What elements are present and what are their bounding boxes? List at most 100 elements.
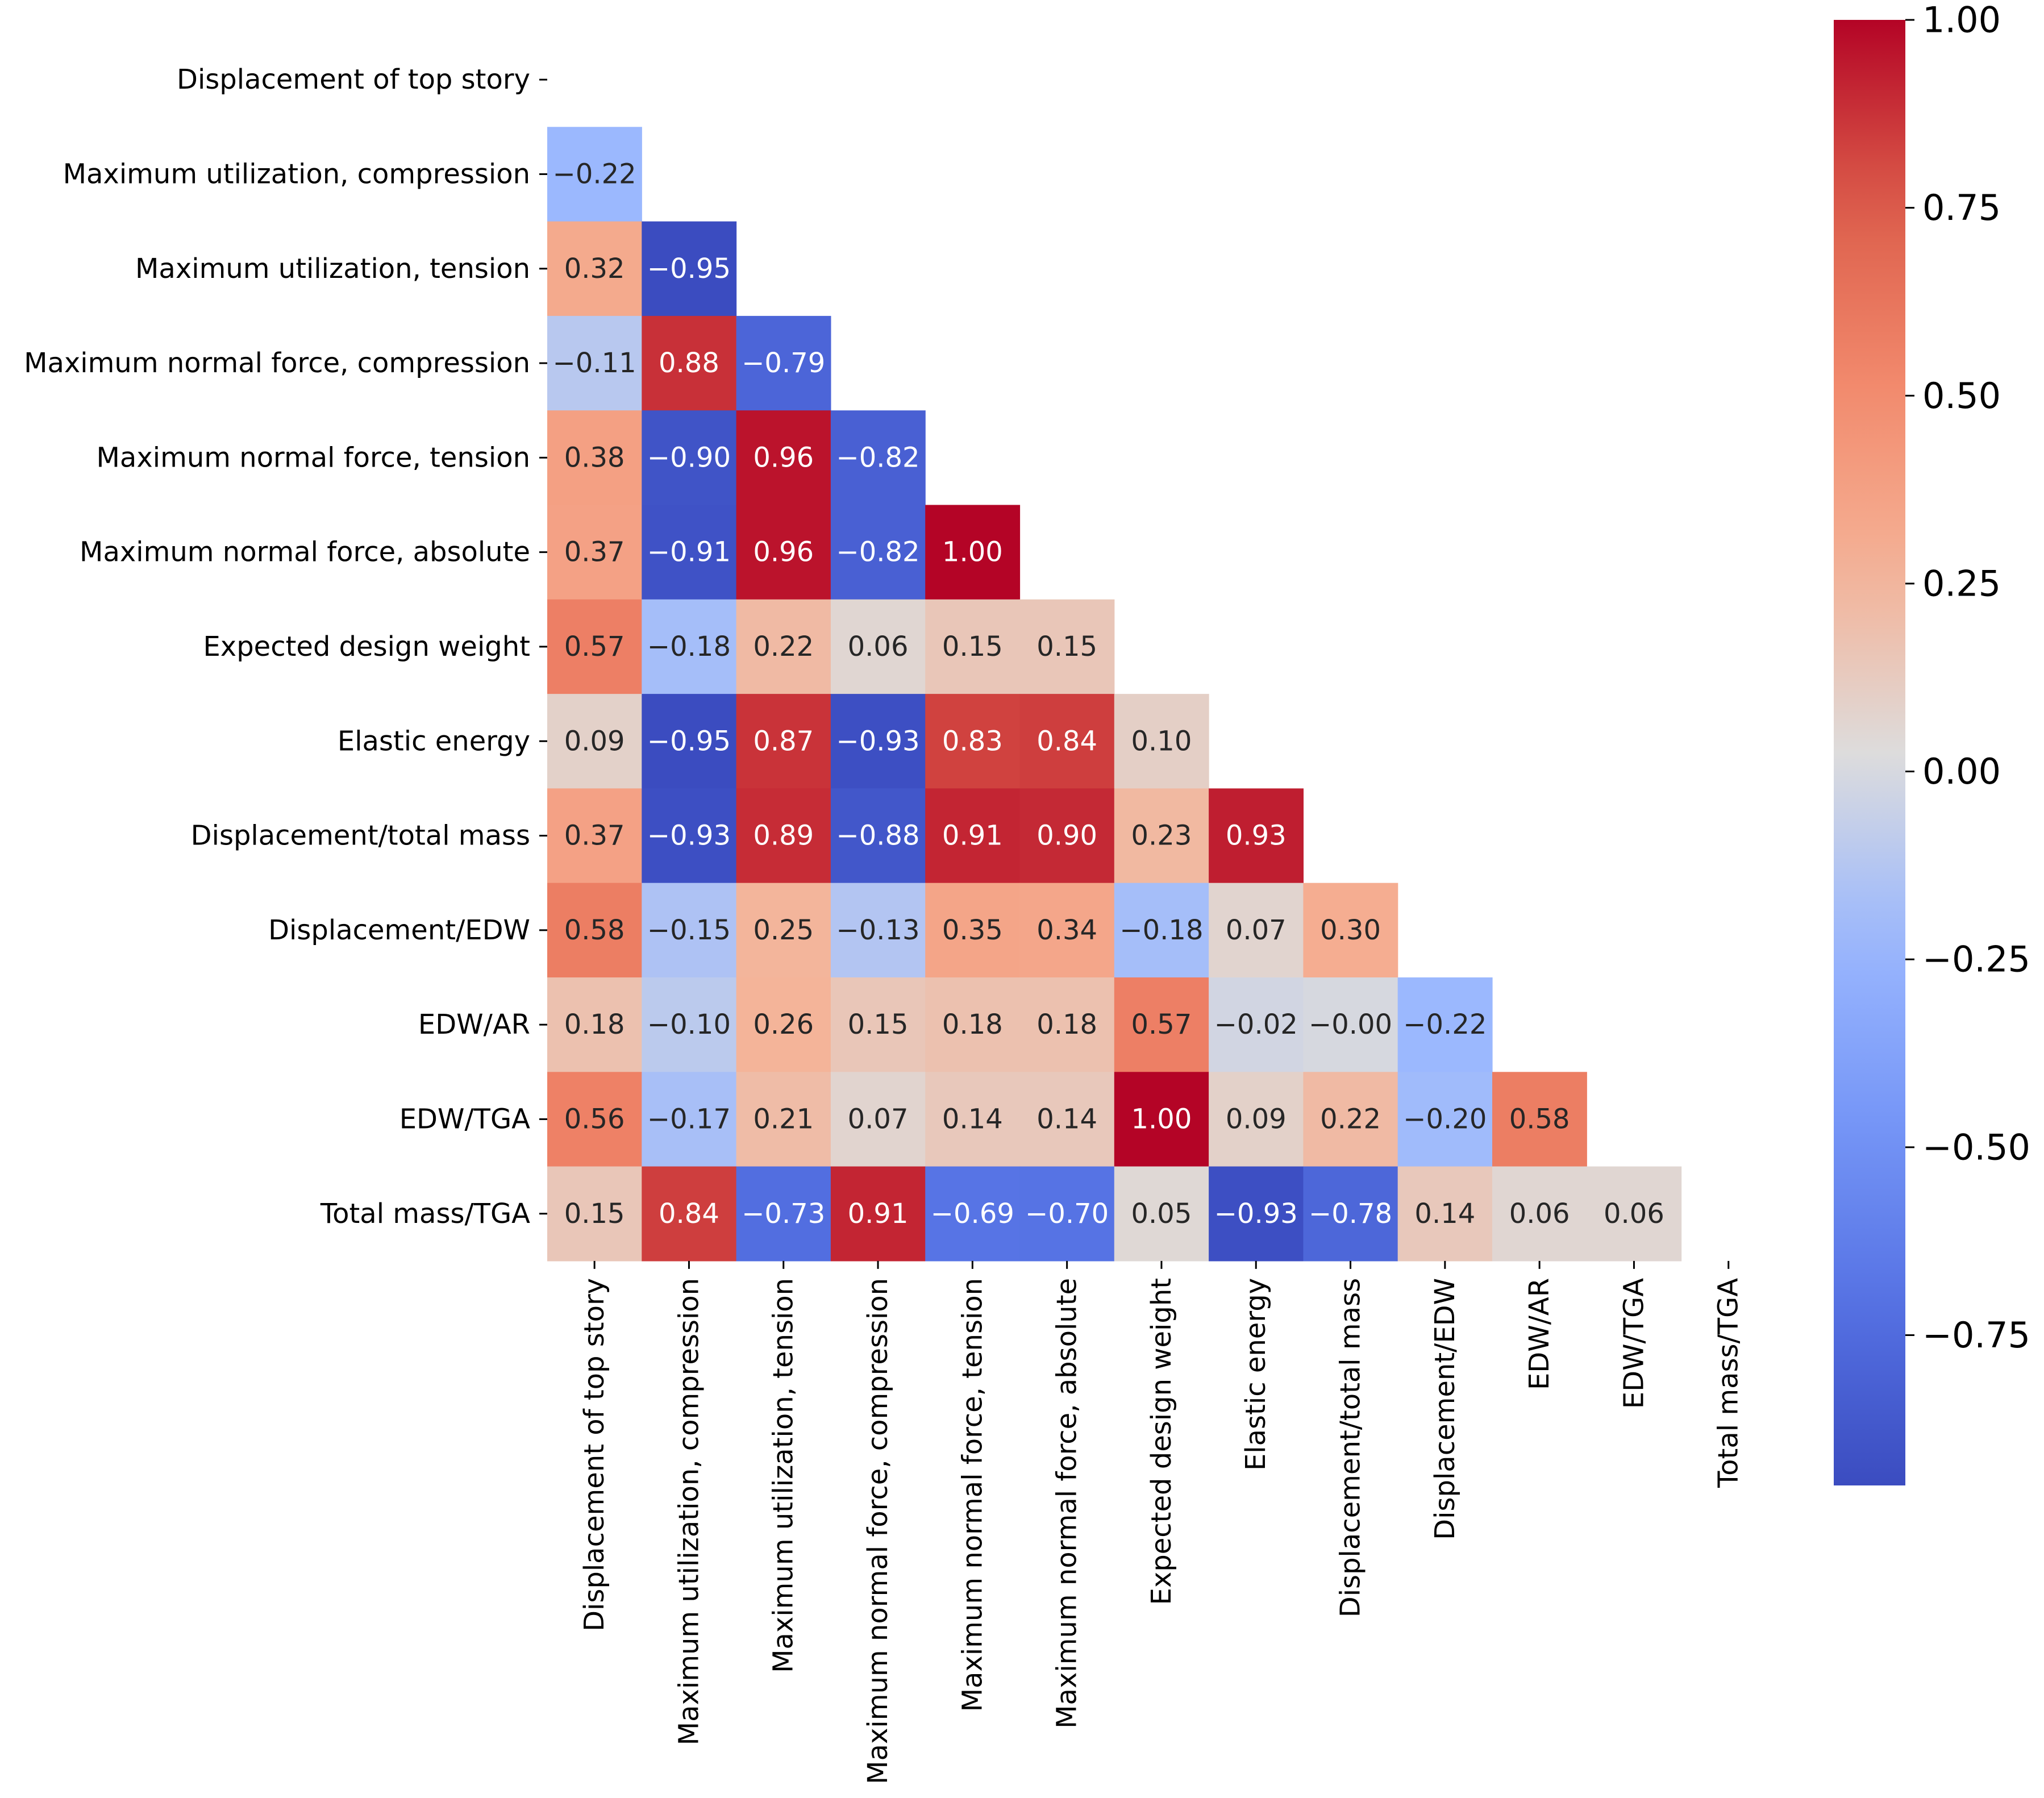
heatmap-cell xyxy=(736,1072,831,1167)
cell-value-label: 0.15 xyxy=(1036,631,1097,663)
cell-value-label: 0.06 xyxy=(848,631,909,663)
heatmap-cell xyxy=(925,599,1021,694)
cell-value-label: 0.05 xyxy=(1131,1198,1192,1230)
cell-value-labels: −0.22 0.32 −0.95 −0.11 0.88 −0.79 0.38 −0.90 0.9… xyxy=(553,158,1664,1229)
heatmap-cell xyxy=(1209,1166,1304,1262)
cell-value-label: −0.82 xyxy=(836,536,920,568)
heatmap-cell xyxy=(1019,1166,1115,1262)
column-label: Total mass/TGA xyxy=(1713,1278,1745,1488)
heatmap-cell xyxy=(1303,977,1398,1072)
heatmap-cell xyxy=(925,883,1021,978)
heatmap-cell xyxy=(1209,977,1304,1072)
cell-value-label: 0.14 xyxy=(942,1103,1003,1135)
row-label: Maximum normal force, absolute xyxy=(80,536,530,568)
heatmap-cell xyxy=(925,1166,1021,1262)
row-label: EDW/TGA xyxy=(399,1103,530,1135)
cell-value-label: −0.02 xyxy=(1214,1009,1298,1040)
cell-value-label: 0.84 xyxy=(659,1198,719,1230)
cell-value-label: 0.18 xyxy=(564,1009,625,1040)
cell-value-label: 0.58 xyxy=(1509,1103,1570,1135)
cell-value-label: 0.83 xyxy=(942,725,1003,757)
colorbar-gradient xyxy=(1834,20,1905,1485)
row-labels: Displacement of top story Maximum utiliza… xyxy=(24,64,547,1230)
cell-value-label: −0.15 xyxy=(647,914,731,946)
cell-value-label: −0.22 xyxy=(553,158,636,190)
heatmap-cell xyxy=(830,410,926,506)
cell-value-label: −0.95 xyxy=(647,725,731,757)
cell-value-label: −0.20 xyxy=(1403,1103,1487,1135)
heatmap-cell xyxy=(736,883,831,978)
cell-value-label: 0.25 xyxy=(753,914,814,946)
cell-value-label: 0.37 xyxy=(564,536,625,568)
heatmap-cell xyxy=(830,505,926,600)
heatmap-cell xyxy=(547,694,642,789)
heatmap-cell xyxy=(1019,1072,1115,1167)
cell-value-label: −0.00 xyxy=(1309,1009,1392,1040)
heatmap-cell xyxy=(1019,599,1115,694)
heatmap-cell xyxy=(642,410,737,506)
cell-value-label: 0.57 xyxy=(564,631,625,663)
cell-value-label: 0.58 xyxy=(564,914,625,946)
row-label: Displacement of top story xyxy=(177,64,530,95)
heatmap-cell xyxy=(642,694,737,789)
column-label: Maximum normal force, tension xyxy=(956,1278,988,1712)
heatmap-cell xyxy=(830,977,926,1072)
heatmap-cell xyxy=(736,410,831,506)
cell-value-label: 0.96 xyxy=(753,442,814,473)
cell-value-label: 0.26 xyxy=(753,1009,814,1040)
heatmap-cell xyxy=(830,694,926,789)
cell-value-label: −0.82 xyxy=(836,442,920,473)
heatmap-cell xyxy=(1114,883,1209,978)
row-label: EDW/AR xyxy=(418,1009,530,1040)
heatmap-cell xyxy=(547,315,642,411)
heatmap-cell xyxy=(736,788,831,884)
cell-value-label: −0.11 xyxy=(553,347,636,379)
colorbar-tick-label: −0.75 xyxy=(1922,1314,2030,1356)
cell-value-label: 1.00 xyxy=(1131,1103,1192,1135)
heatmap-cell xyxy=(736,977,831,1072)
colorbar-tick-label: 0.75 xyxy=(1922,187,2001,228)
colorbar-tick-label: 0.00 xyxy=(1922,751,2001,792)
column-labels: Displacement of top story Maximum utiliza… xyxy=(578,1260,1745,1784)
heatmap-cell xyxy=(547,410,642,506)
heatmap-cell xyxy=(547,883,642,978)
heatmap-cell xyxy=(547,221,642,317)
cell-value-label: −0.18 xyxy=(1119,914,1203,946)
cell-value-label: 0.30 xyxy=(1320,914,1381,946)
cell-value-label: −0.22 xyxy=(1403,1009,1487,1040)
column-label: Maximum normal force, absolute xyxy=(1051,1278,1083,1729)
column-label: Displacement of top story xyxy=(578,1278,610,1631)
cell-value-label: 0.10 xyxy=(1131,725,1192,757)
cell-value-label: −0.78 xyxy=(1309,1198,1392,1230)
cell-value-label: 0.93 xyxy=(1226,820,1287,852)
row-label: Expected design weight xyxy=(203,631,530,663)
column-label: Maximum utilization, compression xyxy=(673,1278,705,1745)
cell-value-label: −0.93 xyxy=(647,820,731,852)
cell-value-label: 0.06 xyxy=(1604,1198,1664,1230)
column-label: Displacement/EDW xyxy=(1429,1278,1461,1540)
heatmap-cell xyxy=(642,788,737,884)
heatmap-cell xyxy=(830,599,926,694)
heatmap-cell xyxy=(925,694,1021,789)
column-label: EDW/AR xyxy=(1523,1278,1555,1390)
heatmap-cell xyxy=(736,599,831,694)
row-label: Displacement/EDW xyxy=(268,914,530,946)
heatmap-cell xyxy=(925,977,1021,1072)
heatmap-cell xyxy=(1492,1166,1587,1262)
cell-value-label: 0.35 xyxy=(942,914,1003,946)
heatmap-cell xyxy=(547,788,642,884)
heatmap-cell xyxy=(547,1166,642,1262)
colorbar-tick-label: 0.25 xyxy=(1922,563,2001,604)
colorbar-tick-label: 1.00 xyxy=(1922,0,2001,41)
heatmap-cell xyxy=(1019,977,1115,1072)
heatmap-cell xyxy=(642,883,737,978)
row-label: Total mass/TGA xyxy=(320,1198,530,1230)
colorbar-tick-label: −0.25 xyxy=(1922,939,2030,980)
cell-value-label: 0.06 xyxy=(1509,1198,1570,1230)
heatmap-cell xyxy=(1397,977,1493,1072)
cell-value-label: 0.87 xyxy=(753,725,814,757)
cell-value-label: 0.32 xyxy=(564,253,625,285)
heatmap-cell xyxy=(925,1072,1021,1167)
cell-value-label: 1.00 xyxy=(942,536,1003,568)
